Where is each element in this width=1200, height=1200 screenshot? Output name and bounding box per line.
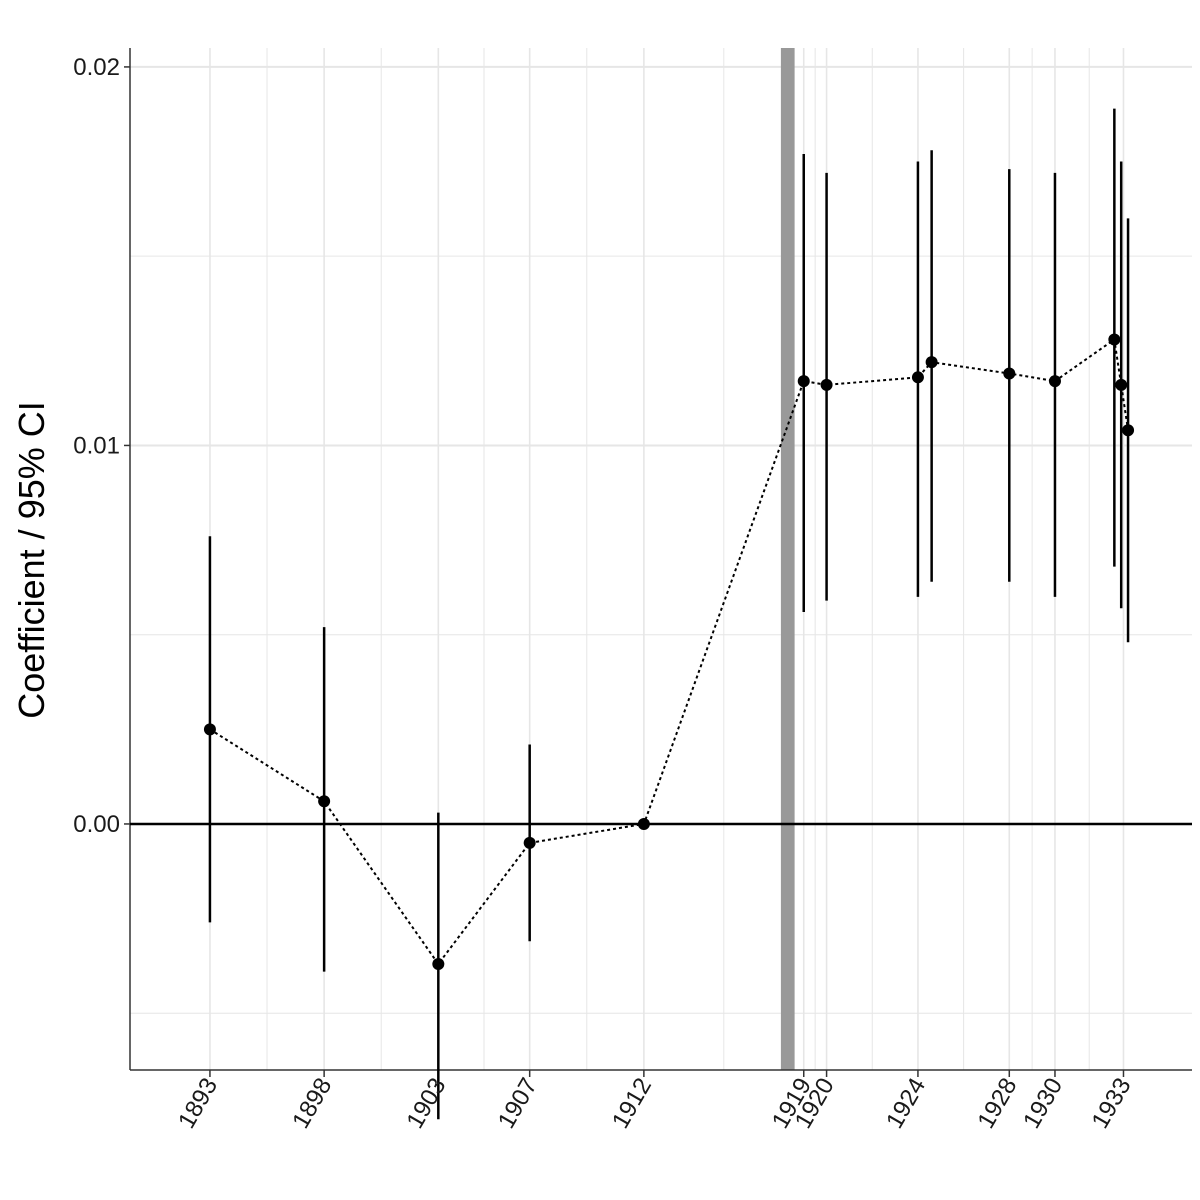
data-point <box>1115 378 1128 391</box>
y-axis-title: Coefficient / 95% CI <box>11 401 52 719</box>
data-point <box>925 356 938 369</box>
data-point <box>203 723 216 736</box>
data-point <box>1108 333 1121 346</box>
data-point <box>911 371 924 384</box>
data-point <box>1003 367 1016 380</box>
data-point <box>1048 375 1061 388</box>
connecting-line-layer <box>209 337 1130 966</box>
y-tick-label: 0.02 <box>73 54 120 81</box>
data-point <box>637 817 650 830</box>
points-layer <box>203 333 1135 971</box>
shaded-band-layer <box>780 48 795 1070</box>
data-point <box>797 375 810 388</box>
data-point <box>318 795 331 808</box>
axis-layer <box>124 48 1192 1077</box>
y-tick-label: 0.00 <box>73 811 120 838</box>
data-point <box>432 958 445 971</box>
data-point <box>523 836 536 849</box>
data-point <box>820 378 833 391</box>
dotted-connecting-line <box>209 337 1130 966</box>
data-point <box>1122 424 1135 437</box>
shaded-band <box>780 48 795 1070</box>
y-tick-label: 0.01 <box>73 432 120 459</box>
